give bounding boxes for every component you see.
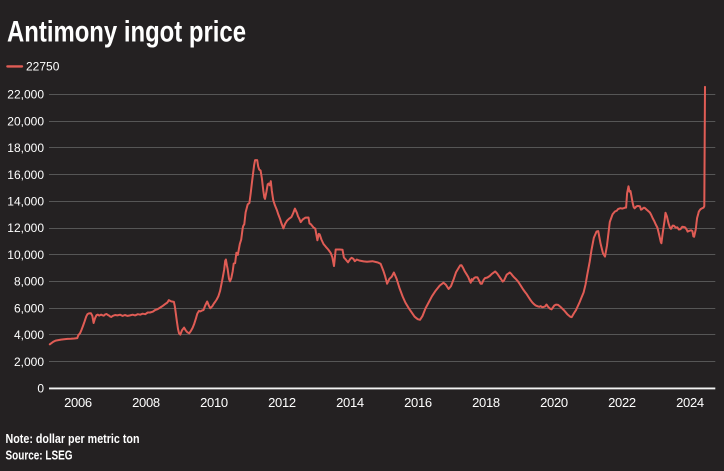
svg-text:20,000: 20,000 xyxy=(7,114,44,128)
svg-text:22750: 22750 xyxy=(26,60,60,74)
svg-text:4,000: 4,000 xyxy=(14,328,44,342)
svg-text:0: 0 xyxy=(37,382,44,396)
svg-text:14,000: 14,000 xyxy=(7,195,44,209)
svg-text:10,000: 10,000 xyxy=(7,248,44,262)
svg-text:2008: 2008 xyxy=(132,395,160,410)
svg-text:Note: dollar per metric ton: Note: dollar per metric ton xyxy=(6,431,140,446)
svg-text:18,000: 18,000 xyxy=(7,141,44,155)
svg-text:2020: 2020 xyxy=(540,395,568,410)
svg-text:2022: 2022 xyxy=(608,395,636,410)
svg-text:2018: 2018 xyxy=(472,395,500,410)
svg-text:2006: 2006 xyxy=(64,395,92,410)
svg-text:2,000: 2,000 xyxy=(14,355,44,369)
svg-text:2016: 2016 xyxy=(404,395,432,410)
svg-text:8,000: 8,000 xyxy=(14,275,44,289)
svg-text:12,000: 12,000 xyxy=(7,221,44,235)
svg-text:22,000: 22,000 xyxy=(7,88,44,102)
svg-text:Source: LSEG: Source: LSEG xyxy=(6,448,73,463)
svg-text:6,000: 6,000 xyxy=(14,301,44,315)
svg-text:Antimony ingot price: Antimony ingot price xyxy=(7,16,246,49)
svg-text:2012: 2012 xyxy=(268,395,296,410)
svg-text:2024: 2024 xyxy=(676,395,704,410)
svg-text:16,000: 16,000 xyxy=(7,168,44,182)
svg-text:2010: 2010 xyxy=(200,395,228,410)
svg-text:2014: 2014 xyxy=(336,395,364,410)
